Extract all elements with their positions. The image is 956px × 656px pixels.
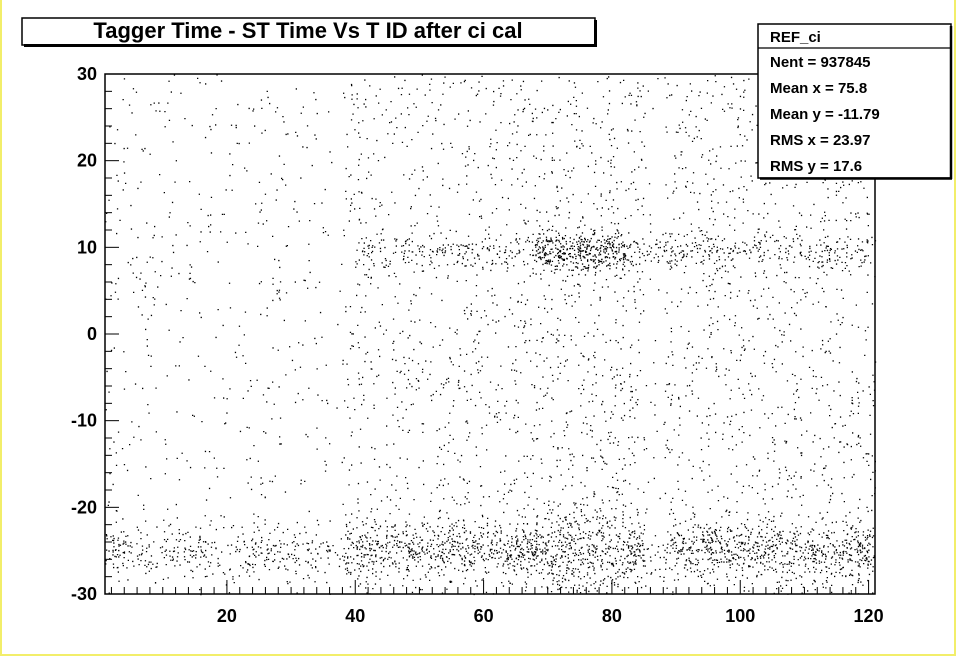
stats-line-nent: Nent = 937845 [770, 54, 871, 71]
x-tick-label: 100 [725, 606, 755, 626]
y-axis: 30 20 10 0 -10 -20 -30 [71, 64, 119, 604]
stats-name: REF_ci [770, 29, 821, 46]
stats-line-mean-x: Mean x = 75.8 [770, 80, 867, 97]
x-axis: 20 40 60 80 100 120 [110, 580, 884, 626]
chart-title: Tagger Time - ST Time Vs T ID after ci c… [93, 18, 522, 43]
stats-line-rms-y: RMS y = 17.6 [770, 158, 862, 175]
x-tick-label: 80 [602, 606, 622, 626]
y-tick-label: 30 [77, 64, 97, 84]
x-tick-label: 40 [345, 606, 365, 626]
y-tick-label: 0 [87, 324, 97, 344]
x-tick-label: 20 [217, 606, 237, 626]
x-tick-label: 60 [474, 606, 494, 626]
x-tick-label: 120 [854, 606, 884, 626]
y-tick-label: -20 [71, 497, 97, 517]
y-tick-label: 10 [77, 237, 97, 257]
plot-area [105, 74, 875, 594]
stats-box: REF_ci Nent = 937845 Mean x = 75.8 Mean … [757, 23, 953, 180]
stats-line-mean-y: Mean y = -11.79 [770, 106, 880, 123]
chart-title-box: Tagger Time - ST Time Vs T ID after ci c… [21, 17, 597, 47]
y-tick-label: 20 [77, 151, 97, 171]
y-tick-label: -10 [71, 411, 97, 431]
y-tick-label: -30 [71, 584, 97, 604]
stats-line-rms-x: RMS x = 23.97 [770, 132, 871, 149]
